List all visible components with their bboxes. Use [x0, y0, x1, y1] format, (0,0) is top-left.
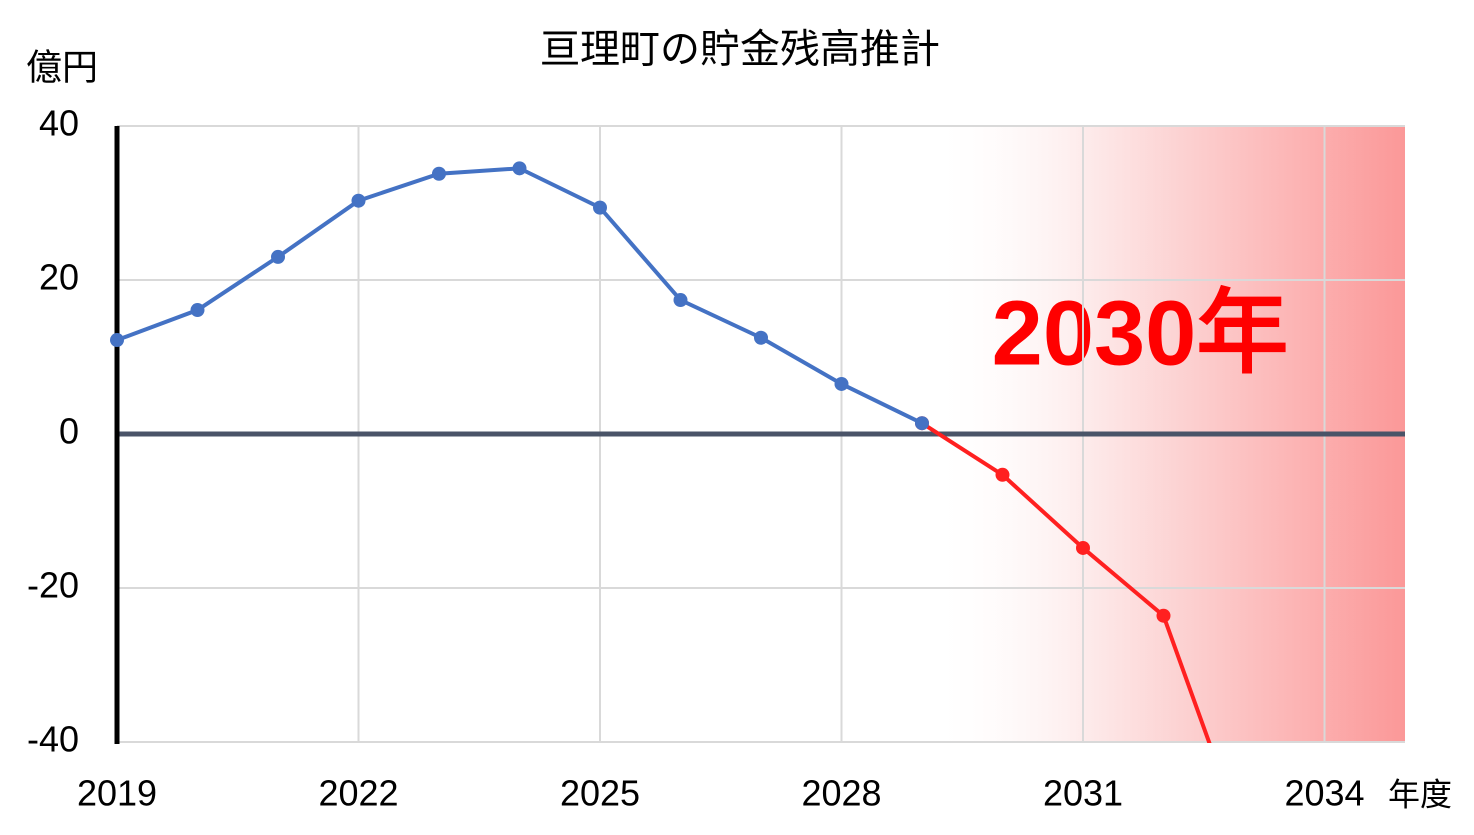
x-tick-label: 2022 — [318, 773, 398, 814]
x-tick-label: 2028 — [801, 773, 881, 814]
x-tick-label: 2025 — [560, 773, 640, 814]
chart-title: 亘理町の貯金残高推計 — [540, 28, 940, 72]
data-point — [432, 166, 446, 181]
y-tick-label: -20 — [27, 565, 79, 606]
data-point — [271, 249, 285, 264]
data-point — [593, 200, 607, 215]
x-tick-label: 2034 — [1284, 773, 1364, 814]
data-point — [351, 193, 366, 208]
y-axis-label: 億円 — [26, 47, 98, 88]
data-point — [834, 376, 849, 391]
y-tick-label: 40 — [39, 103, 79, 144]
y-tick-label: -40 — [27, 719, 79, 760]
series-line — [117, 166, 923, 426]
data-point — [754, 330, 768, 345]
x-axis-label: 年度 — [1388, 776, 1452, 812]
x-tick-label: 2031 — [1043, 773, 1123, 814]
y-tick-label: 0 — [59, 411, 79, 452]
data-point — [995, 467, 1010, 482]
data-point — [1156, 608, 1171, 623]
data-point — [673, 293, 688, 308]
data-point — [512, 161, 527, 176]
annotation: 2030年 — [992, 282, 1289, 384]
data-point — [915, 416, 929, 431]
data-point — [110, 333, 124, 348]
y-tick-label: 20 — [39, 257, 79, 298]
data-point — [190, 303, 205, 318]
x-tick-label: 2019 — [77, 773, 157, 814]
data-point — [1076, 540, 1090, 555]
